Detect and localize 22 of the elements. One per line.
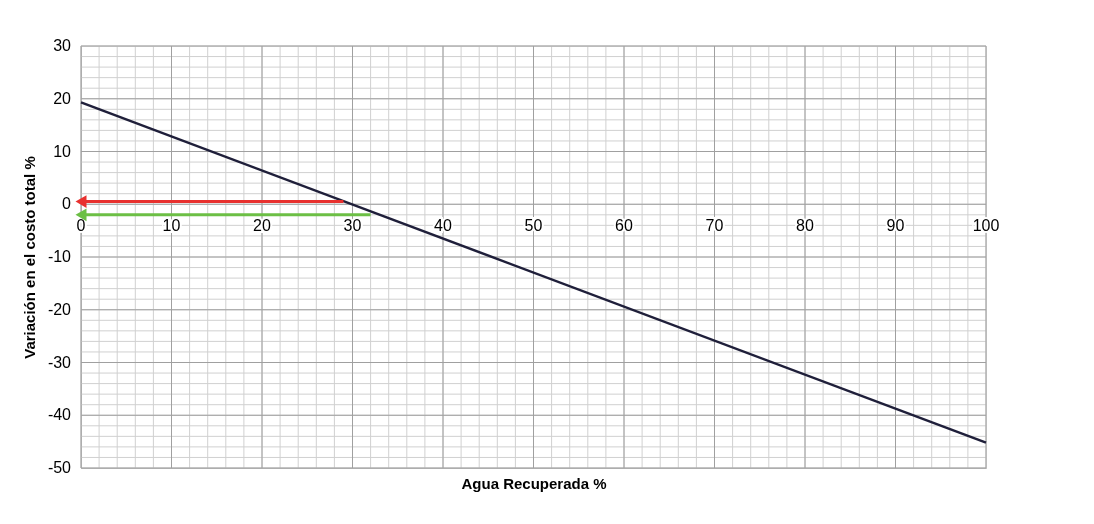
x-tick-label: 50 (524, 217, 543, 235)
y-tick-label: 0 (62, 195, 72, 213)
y-tick-label: -10 (47, 248, 72, 265)
x-axis-title: Agua Recuperada % (461, 474, 607, 492)
y-tick-label: 30 (53, 37, 72, 54)
y-tick-label: 20 (53, 89, 72, 107)
y-tick-label: -30 (47, 353, 72, 371)
x-tick-label: 80 (796, 217, 814, 235)
y-tick-label: -20 (47, 300, 72, 318)
x-tick-label: 10 (162, 217, 181, 235)
y-tick-label: 10 (53, 142, 72, 160)
x-tick-label: 20 (253, 217, 271, 235)
x-tick-label: 100 (972, 217, 1000, 235)
x-tick-label: 0 (76, 217, 86, 235)
x-tick-label: 60 (615, 217, 633, 235)
x-tick-label: 90 (886, 217, 905, 235)
x-tick-label: 70 (705, 217, 724, 235)
y-tick-label: -50 (47, 459, 72, 476)
y-tick-label: -40 (47, 406, 72, 424)
y-axis-title: Variación en el costo total % (20, 156, 38, 359)
x-tick-label: 40 (434, 217, 452, 235)
x-tick-label: 30 (343, 217, 362, 235)
